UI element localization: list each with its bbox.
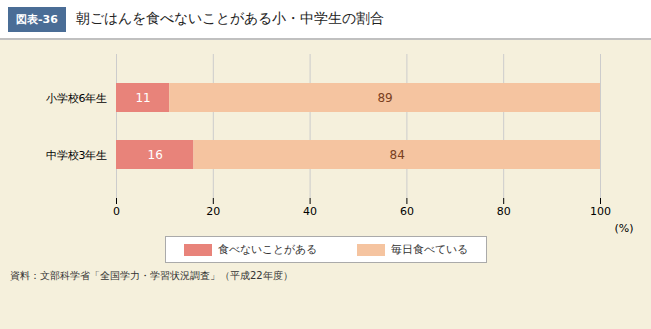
svg-text:20: 20 <box>206 205 220 218</box>
svg-text:中学校3年生: 中学校3年生 <box>45 149 107 162</box>
svg-text:小学校6年生: 小学校6年生 <box>45 92 107 105</box>
svg-text:60: 60 <box>399 205 413 218</box>
svg-text:11: 11 <box>135 91 150 105</box>
svg-text:0: 0 <box>113 205 120 218</box>
html-text:食べないことがある: 食べないことがある <box>217 243 317 256</box>
svg-text:16: 16 <box>147 148 162 162</box>
svg-text:84: 84 <box>389 148 404 162</box>
html-text:毎日食べている: 毎日食べている <box>390 243 468 256</box>
html-text:図表-36: 図表-36 <box>16 12 58 26</box>
html-text:資料：文部科学省「全国学力・学習状況調査」（平成22年度）: 資料：文部科学省「全国学力・学習状況調査」（平成22年度） <box>10 270 293 281</box>
svg-text:40: 40 <box>303 205 317 218</box>
svg-text:100: 100 <box>590 205 611 218</box>
svg-text:89: 89 <box>377 91 392 105</box>
html-text:朝ごはんを食べないことがある小・中学生の割合: 朝ごはんを食べないことがある小・中学生の割合 <box>75 10 384 26</box>
svg-text:80: 80 <box>496 205 510 218</box>
svg-text:(%): (%) <box>614 222 633 235</box>
